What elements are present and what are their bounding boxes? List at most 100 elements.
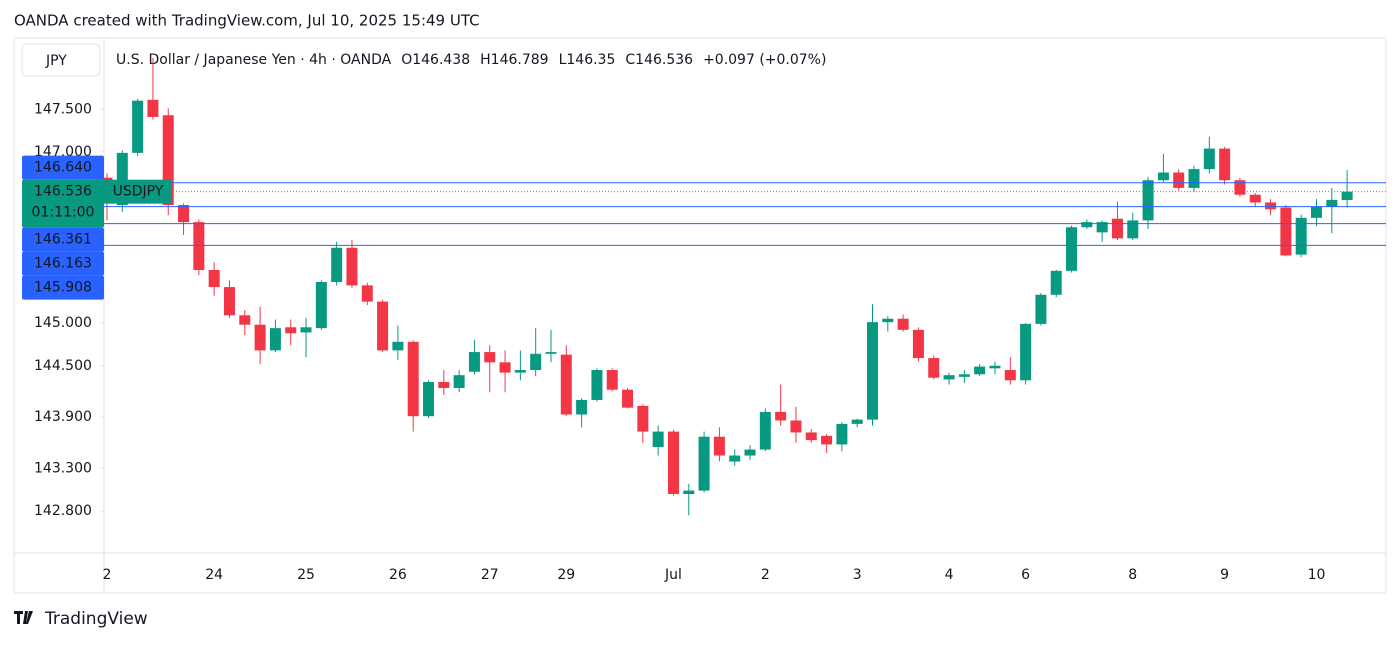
candle-body: [943, 375, 955, 380]
candle-body: [1341, 191, 1353, 201]
candle-body: [1096, 222, 1108, 233]
candle-body: [514, 370, 526, 373]
ohlc-key: O: [401, 52, 412, 68]
candle-body: [606, 370, 618, 390]
candle-body: [652, 431, 664, 447]
candle-body: [805, 432, 817, 441]
candle-body: [683, 490, 695, 495]
candle-body: [1066, 227, 1078, 271]
x-tick-label: 10: [1308, 567, 1326, 583]
candle-body: [116, 152, 128, 206]
candle-body: [223, 287, 235, 316]
candle-body: [775, 411, 787, 421]
x-tick-label: 29: [557, 567, 575, 583]
x-tick-label: 27: [481, 567, 499, 583]
candle-body: [821, 435, 833, 445]
ohlc-key: L: [559, 52, 567, 68]
candle-body: [438, 382, 450, 388]
x-tick-label: 2: [103, 567, 112, 583]
candle-body: [851, 419, 863, 424]
last-price-box: [22, 179, 104, 228]
candle-body: [1111, 218, 1123, 239]
candle-body: [331, 247, 343, 282]
candle-body: [713, 436, 725, 456]
candle-body: [759, 411, 771, 450]
candle-body: [499, 362, 511, 373]
footer-brand: TradingView: [44, 609, 148, 629]
candle-body: [453, 375, 465, 388]
candle-body: [285, 327, 297, 334]
plot: 147.500147.000145.000144.500143.900143.3…: [22, 57, 1386, 583]
candle-body: [790, 420, 802, 433]
candle-body: [974, 366, 986, 375]
candle-body: [1050, 270, 1062, 295]
x-tick-label: 26: [389, 567, 407, 583]
candle-body: [1004, 370, 1016, 381]
candle-body: [622, 389, 634, 408]
candle-body: [361, 285, 373, 302]
y-tick-label: 143.300: [34, 460, 92, 476]
price-line-label: 145.908: [34, 280, 92, 296]
candle-body: [729, 455, 741, 462]
candle-body: [208, 269, 220, 288]
last-price-label: 146.536: [34, 184, 92, 200]
candle-body: [407, 341, 419, 417]
candle-body: [1157, 172, 1169, 181]
y-tick-label: 147.500: [34, 101, 92, 117]
candle-body: [1280, 207, 1292, 256]
candle-body: [1142, 180, 1154, 221]
price-line-box: [22, 275, 104, 300]
candle-body: [315, 281, 327, 329]
ohlc-value: 146.789: [491, 52, 549, 68]
candle-body: [147, 99, 159, 117]
ohlc-value: 146.35: [566, 52, 615, 68]
candle-body: [1219, 148, 1231, 181]
candle-body: [576, 399, 588, 415]
price-line-box: [22, 155, 104, 180]
candle-body: [254, 324, 266, 351]
price-line-box: [22, 227, 104, 252]
ohlc-value: 146.438: [412, 52, 470, 68]
x-tick-label: 6: [1021, 567, 1030, 583]
candle-body: [667, 431, 679, 495]
x-tick-label: 4: [945, 567, 954, 583]
candle-body: [468, 352, 480, 372]
price-line-label: 146.163: [34, 256, 92, 272]
x-tick-label: Jul: [664, 567, 682, 583]
candle-body: [1295, 217, 1307, 255]
candle-body: [1326, 199, 1338, 207]
y-tick-label: 142.800: [34, 503, 92, 519]
candle-body: [698, 436, 710, 491]
ohlc-key: C: [625, 52, 635, 68]
currency-button[interactable]: [21, 43, 101, 77]
symbol-box: [104, 179, 172, 204]
y-tick-label: 143.900: [34, 409, 92, 425]
candle-body: [484, 352, 496, 363]
candle-body: [423, 382, 435, 417]
candle-body: [269, 328, 281, 351]
legend: U.S. Dollar / Japanese Yen · 4h · OANDA O…: [116, 52, 826, 68]
x-tick-label: 3: [853, 567, 862, 583]
candle-body: [882, 318, 894, 323]
candle-body: [132, 100, 144, 153]
x-tick-label: 9: [1220, 567, 1229, 583]
candle-body: [958, 374, 970, 377]
candle-body: [193, 222, 205, 270]
candle-body: [867, 322, 878, 420]
y-tick-label: 145.000: [34, 315, 92, 331]
candle-body: [300, 327, 312, 333]
change-label: +0.097 (+0.07%): [703, 52, 826, 68]
candle-body: [346, 247, 358, 286]
candle-body: [836, 423, 848, 445]
chart-title: U.S. Dollar / Japanese Yen · 4h · OANDA: [116, 52, 392, 68]
candle-body: [1249, 194, 1261, 203]
countdown-label: 01:11:00: [32, 205, 95, 221]
candle-body: [637, 405, 649, 432]
x-tick-label: 8: [1128, 567, 1137, 583]
x-tick-label: 24: [205, 567, 223, 583]
candle-body: [1081, 222, 1093, 228]
chart-frame: [13, 37, 1387, 594]
candle-body: [912, 329, 924, 359]
